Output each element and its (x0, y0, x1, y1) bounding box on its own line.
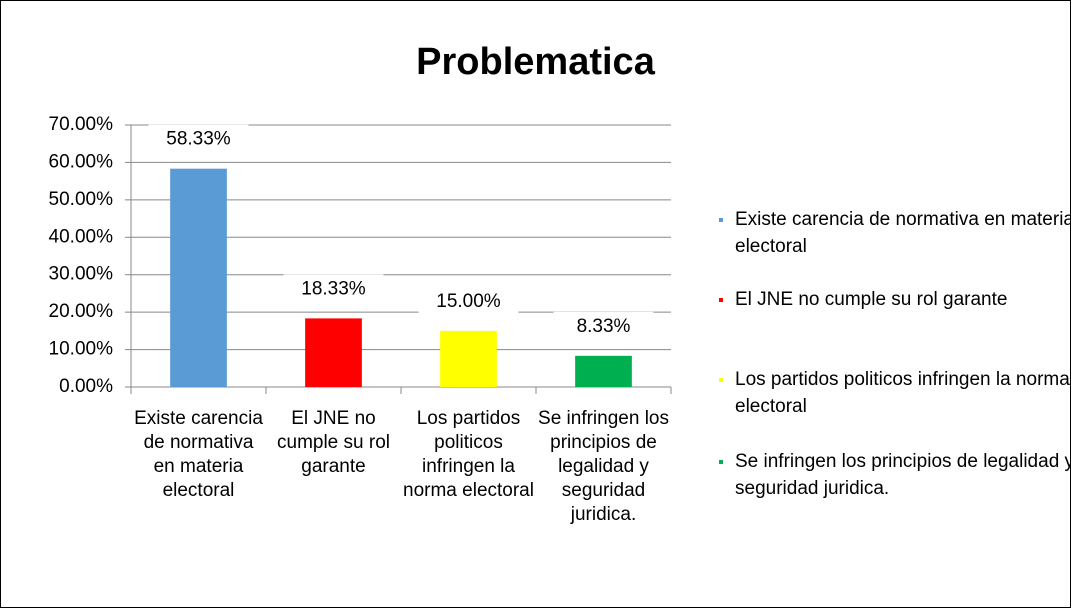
y-tick-label: 50.00% (49, 189, 114, 210)
y-tick-label: 40.00% (49, 226, 114, 247)
bar (170, 168, 227, 387)
legend-item: Los partidos politicos infringen la norm… (719, 366, 1070, 420)
legend-item: El JNE no cumple su rol garante (719, 286, 1070, 313)
legend-item: Existe carencia de normativa en materia … (719, 206, 1071, 260)
legend-label: El JNE no cumple su rol garante (735, 289, 1008, 310)
y-tick-label: 70.00% (49, 114, 114, 135)
bar (575, 355, 632, 387)
y-tick-label: 60.00% (49, 151, 114, 172)
bar (305, 318, 362, 387)
y-tick-label: 30.00% (49, 264, 114, 285)
legend-label: Se infringen los principios de legalidad… (735, 451, 1071, 499)
y-tick-label: 10.00% (49, 339, 114, 360)
legend-label: Los partidos politicos infringen la norm… (735, 369, 1070, 417)
x-tick-label: Se infringen los principios de legalidad… (538, 408, 669, 525)
legend-swatch (719, 378, 723, 382)
legend-swatch (719, 218, 723, 222)
y-tick-label: 20.00% (49, 301, 114, 322)
label-bg (553, 311, 654, 342)
legend-swatch (719, 460, 723, 464)
y-tick-label: 0.00% (59, 376, 113, 397)
legend-swatch (719, 298, 723, 302)
bar (440, 330, 497, 387)
value-label: 8.33% (577, 316, 631, 337)
label-bg (283, 274, 384, 305)
x-tick-label: Los partidos politicos infringen la norm… (403, 408, 534, 501)
value-label: 18.33% (301, 278, 366, 299)
value-label: 15.00% (436, 291, 501, 312)
x-tick-label: Existe carencia de normativa en materia … (134, 408, 263, 501)
value-label: 58.33% (166, 129, 231, 150)
chart-title: Problematica (416, 41, 655, 83)
label-bg (418, 286, 519, 317)
x-tick-label: El JNE no cumple su rol garante (277, 408, 390, 477)
legend-item: Se infringen los principios de legalidad… (719, 448, 1071, 502)
legend-label: Existe carencia de normativa en materia … (735, 209, 1071, 257)
label-bg (148, 124, 249, 155)
